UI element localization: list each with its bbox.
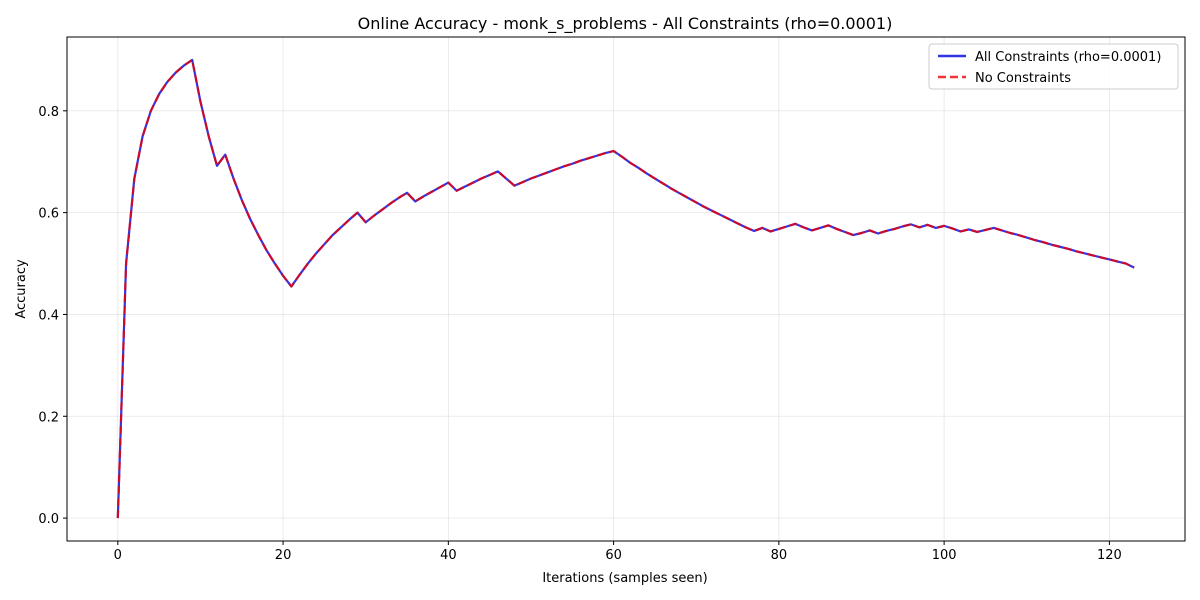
x-tick-label: 80 [771, 548, 788, 563]
x-tick-label: 100 [932, 548, 957, 563]
chart-title: Online Accuracy - monk_s_problems - All … [358, 14, 893, 34]
x-tick-label: 120 [1097, 548, 1122, 563]
y-tick-label: 0.2 [38, 410, 59, 425]
legend-label-no-constraints: No Constraints [975, 71, 1071, 86]
x-tick-label: 0 [114, 548, 122, 563]
series-line-no-constraints [116, 58, 1135, 519]
y-tick-label: 0.6 [38, 207, 59, 222]
series-lines [116, 58, 1135, 519]
legend-label-all-constraints: All Constraints (rho=0.0001) [975, 50, 1161, 65]
y-axis-title: Accuracy [14, 259, 29, 319]
legend: All Constraints (rho=0.0001) No Constrai… [928, 43, 1179, 90]
x-tick-label: 40 [440, 548, 457, 563]
y-tick-label: 0.4 [38, 308, 59, 323]
plot-frame [66, 36, 1186, 542]
y-axis-ticks: 0.0 0.2 0.4 0.6 0.8 [38, 105, 67, 527]
legend-box [928, 43, 1179, 90]
x-tick-label: 20 [275, 548, 292, 563]
x-axis-ticks: 0 20 40 60 80 100 120 [114, 541, 1122, 563]
x-tick-label: 60 [605, 548, 622, 563]
grid-lines [67, 37, 1185, 541]
x-axis-title: Iterations (samples seen) [542, 571, 707, 586]
y-tick-label: 0.0 [38, 512, 59, 527]
y-tick-label: 0.8 [38, 105, 59, 120]
